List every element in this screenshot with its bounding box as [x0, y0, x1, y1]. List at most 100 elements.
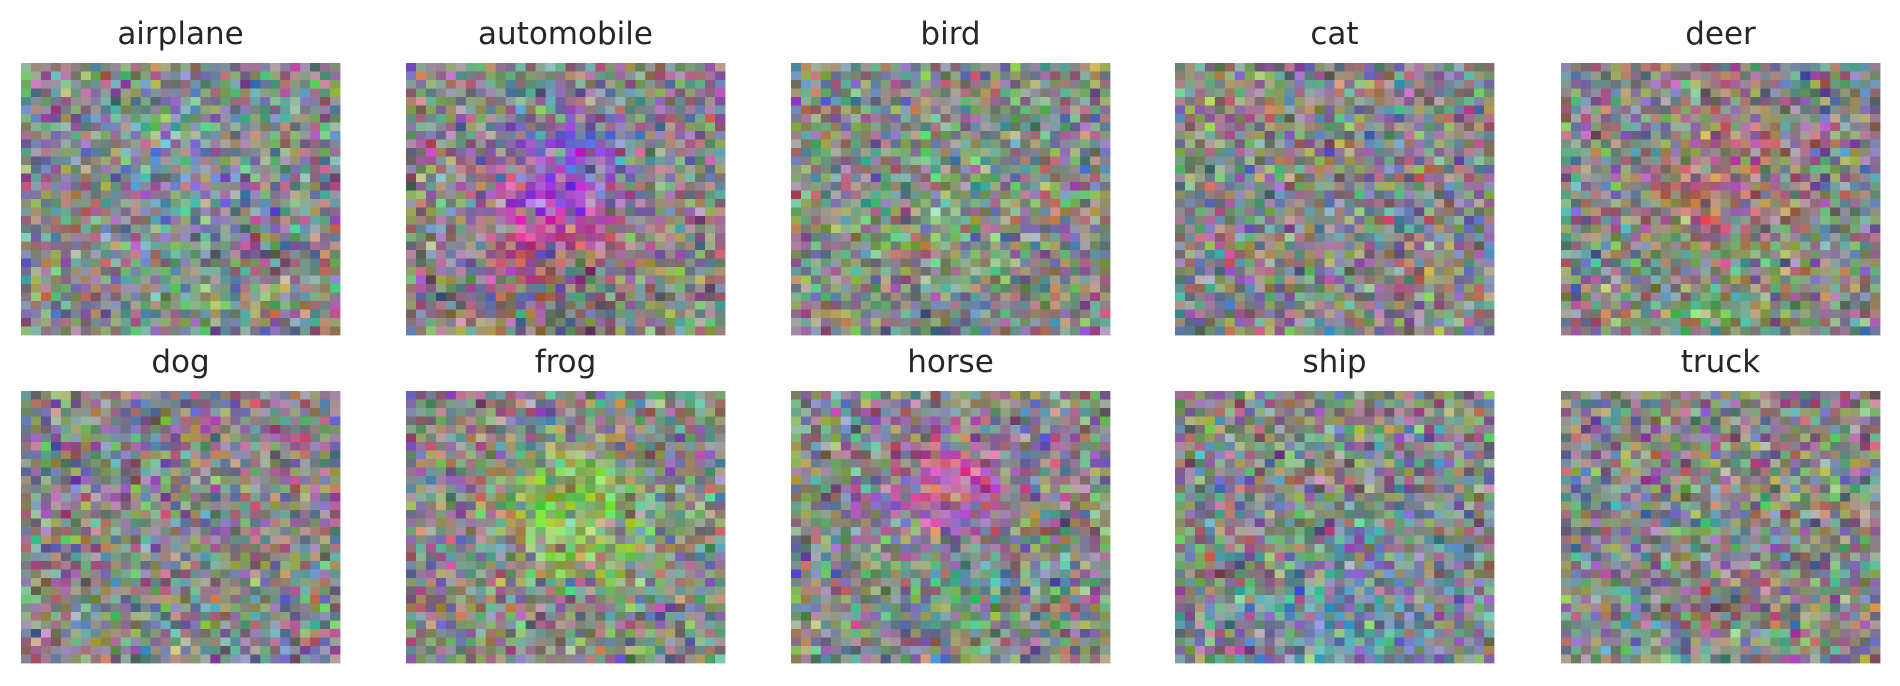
pixel	[1010, 182, 1021, 191]
pixel	[1424, 207, 1435, 217]
pixel	[220, 156, 231, 166]
pixel	[1264, 190, 1276, 200]
pixel	[30, 122, 42, 132]
weight-image	[791, 63, 1111, 336]
pixel	[1274, 318, 1286, 327]
pixel	[1580, 97, 1592, 106]
pixel	[1090, 148, 1101, 157]
pixel	[485, 326, 497, 336]
pixel	[940, 131, 951, 140]
pixel	[1214, 267, 1226, 276]
pixel	[960, 105, 971, 115]
pixel	[300, 182, 311, 191]
pixel	[30, 258, 42, 268]
pixel	[445, 131, 457, 140]
pixel	[1040, 224, 1051, 234]
pixel	[425, 173, 437, 183]
pixel	[60, 275, 72, 285]
pixel	[1620, 88, 1632, 98]
pixel	[90, 207, 102, 217]
pixel	[455, 182, 467, 191]
pixel	[1640, 156, 1652, 166]
pixel	[1364, 156, 1375, 166]
pixel	[515, 173, 527, 183]
pixel	[1464, 250, 1475, 259]
pixel	[1050, 292, 1061, 302]
pixel	[455, 224, 467, 234]
pixel	[1760, 258, 1771, 268]
pixel	[870, 301, 882, 310]
pixel	[1600, 284, 1612, 293]
pixel	[1344, 97, 1355, 106]
pixel	[1284, 284, 1296, 293]
pixel	[990, 97, 1001, 106]
pixel	[210, 156, 221, 166]
pixel	[1860, 190, 1871, 200]
pixel	[1830, 80, 1841, 89]
pixel	[406, 173, 417, 183]
pixel	[830, 275, 842, 285]
pixel	[1750, 216, 1761, 225]
pixel	[505, 275, 517, 285]
pixel	[435, 326, 447, 336]
pixel	[406, 284, 417, 293]
pixel	[880, 301, 892, 310]
pixel	[850, 148, 862, 157]
pixel	[1324, 207, 1335, 217]
pixel	[810, 139, 822, 149]
pixel	[860, 216, 872, 225]
pixel	[270, 224, 281, 234]
pixel	[1324, 182, 1335, 191]
pixel	[1710, 182, 1721, 191]
pixel	[1284, 207, 1296, 217]
pixel	[910, 241, 921, 251]
pixel	[1090, 139, 1101, 149]
pixel	[290, 199, 301, 208]
pixel	[475, 292, 487, 302]
pixel	[1840, 267, 1851, 276]
pixel	[810, 267, 822, 276]
pixel	[655, 97, 666, 106]
pixel	[645, 301, 656, 310]
pixel	[310, 156, 321, 166]
pixel	[1080, 114, 1091, 123]
pixel	[830, 224, 842, 234]
pixel	[1175, 105, 1186, 115]
pixel	[515, 88, 527, 98]
pixel	[110, 241, 122, 251]
pixel	[1244, 105, 1256, 115]
pixel	[625, 139, 636, 149]
pixel	[1274, 301, 1286, 310]
pixel	[1100, 80, 1111, 89]
pixel	[910, 301, 921, 310]
pixel	[920, 199, 931, 208]
pixel	[406, 131, 417, 140]
pixel	[1820, 233, 1831, 242]
pixel	[120, 97, 132, 106]
pixel	[1660, 267, 1672, 276]
pixel	[1660, 250, 1672, 259]
pixel	[1850, 88, 1861, 98]
pixel	[820, 224, 832, 234]
pixel	[1730, 114, 1741, 123]
pixel	[150, 97, 161, 106]
pixel	[1484, 309, 1495, 319]
pixel	[1650, 233, 1662, 242]
pixel	[1820, 88, 1831, 98]
pixel	[1414, 275, 1425, 285]
pixel	[950, 207, 961, 217]
pixel	[1184, 258, 1196, 268]
pixel	[810, 131, 822, 140]
pixel	[595, 250, 606, 259]
pixel	[1304, 148, 1315, 157]
pixel	[1334, 148, 1345, 157]
pixel	[1344, 199, 1355, 208]
pixel	[1700, 71, 1711, 81]
pixel	[1820, 250, 1831, 259]
pixel	[980, 258, 991, 268]
pixel	[1060, 105, 1071, 115]
pixel	[675, 173, 686, 183]
pixel	[850, 250, 862, 259]
pixel	[715, 88, 726, 98]
pixel	[791, 97, 802, 106]
